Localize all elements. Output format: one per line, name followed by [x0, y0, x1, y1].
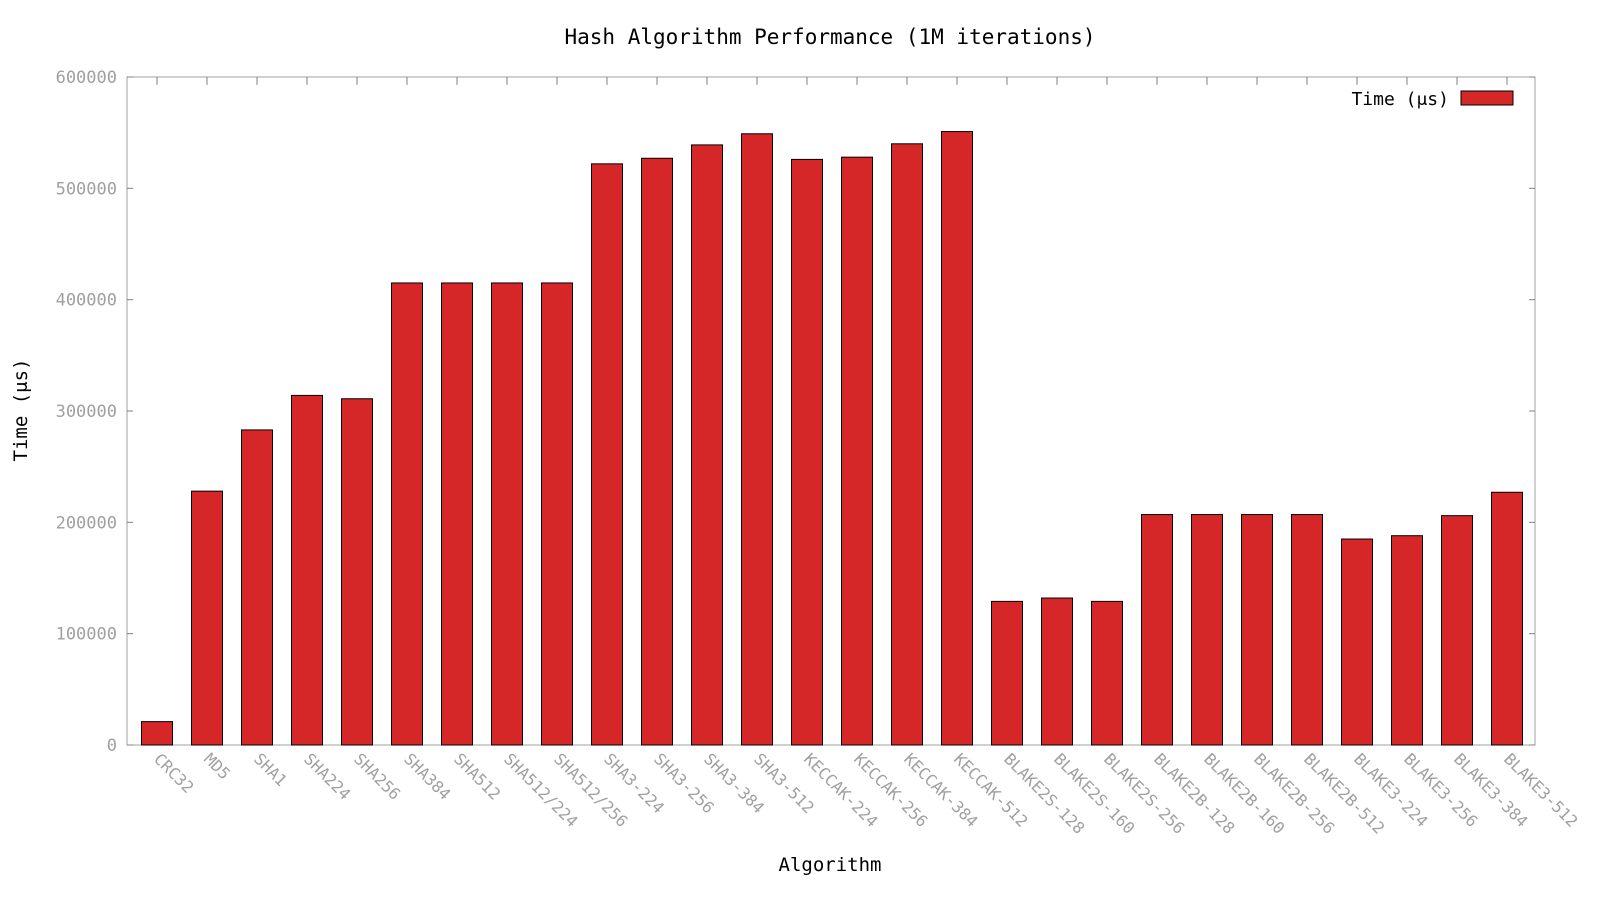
bar: [1141, 514, 1173, 746]
bar: [1191, 514, 1223, 746]
x-tick-label: MD5: [200, 749, 234, 783]
bar: [291, 394, 323, 746]
bar: [1291, 514, 1323, 746]
bar: [1091, 600, 1123, 746]
bar: [691, 144, 723, 746]
bar: [591, 163, 623, 746]
bar: [791, 158, 823, 746]
bar-series: [141, 131, 1523, 746]
bar: [1041, 597, 1073, 746]
bar: [841, 156, 873, 746]
bar: [491, 282, 523, 746]
legend-swatch: [1460, 90, 1514, 106]
legend-label: Time (μs): [1351, 89, 1449, 110]
bar: [891, 143, 923, 746]
bar: [241, 429, 273, 746]
x-tick-label: SHA512: [450, 749, 504, 803]
y-tick-label: 600000: [56, 68, 117, 88]
y-tick-label: 500000: [56, 179, 117, 199]
y-tick-label: 100000: [56, 625, 117, 645]
y-tick-label: 300000: [56, 402, 117, 422]
y-tick-label: 200000: [56, 513, 117, 533]
bar: [341, 398, 373, 746]
bar: [991, 600, 1023, 746]
x-tick-label: CRC32: [150, 749, 197, 796]
bar: [1241, 514, 1273, 746]
chart-title: Hash Algorithm Performance (1M iteration…: [564, 25, 1095, 49]
bar: [541, 282, 573, 746]
bar: [941, 131, 973, 746]
plot-frame: [126, 76, 1536, 746]
y-axis: 0 100000 200000 300000 400000 500000 600000: [56, 68, 1535, 756]
bar: [1441, 515, 1473, 746]
bar: [191, 490, 223, 746]
bar: [141, 721, 173, 746]
bar: [1341, 538, 1373, 746]
y-axis-title: Time (μs): [10, 359, 32, 462]
y-tick-label: 0: [107, 736, 117, 756]
x-tick-label: SHA224: [300, 749, 354, 803]
legend: Time (μs): [1351, 89, 1514, 110]
bar: [441, 282, 473, 746]
bar: [741, 133, 773, 746]
x-tick-label: SHA256: [350, 749, 404, 803]
y-tick-label: 400000: [56, 291, 117, 311]
bar: [1491, 491, 1523, 746]
bar: [1391, 535, 1423, 746]
bar: [391, 282, 423, 746]
x-tick-label: SHA1: [250, 749, 291, 790]
x-tick-label: SHA384: [400, 749, 454, 803]
bar: [641, 157, 673, 746]
x-axis-title: Algorithm: [779, 854, 882, 876]
